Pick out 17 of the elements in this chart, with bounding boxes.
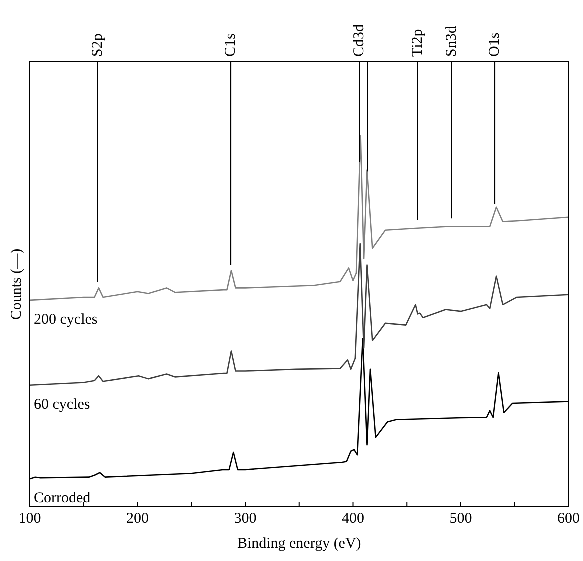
ref-line-label: Sn3d [444,26,460,57]
y-axis-title: Counts (—) [8,248,25,320]
x-tick-label: 300 [234,510,257,527]
series-label: 200 cycles [34,312,98,328]
x-tick-label: 400 [342,510,364,527]
ref-line-label: Ti2p [410,29,426,57]
ref-line-label: Cd3d [352,24,368,57]
x-tick-label: 100 [18,510,42,527]
series-label: Corroded [34,490,92,507]
ref-line-label: O1s [486,32,503,57]
ref-line-label: S2p [90,34,106,57]
x-axis-title: Binding energy (eV) [237,536,362,552]
series-label: 60 cycles [34,396,90,413]
x-tick-label: 200 [126,510,149,527]
ref-line-label: C1s [222,33,239,57]
x-tick-label: 600 [558,510,580,527]
x-tick-label: 500 [450,510,472,527]
